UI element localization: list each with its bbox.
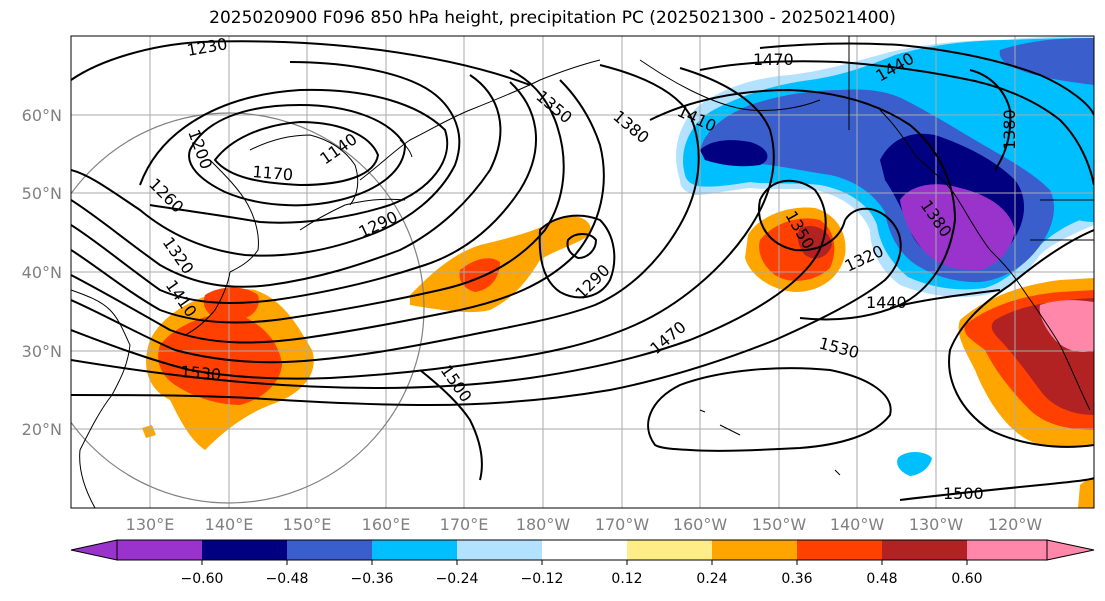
map-frame [70, 35, 1095, 509]
radius-circle [71, 112, 425, 504]
colorbar-segment [542, 540, 627, 560]
lat-label: 20°N [22, 420, 62, 439]
lon-label: 140°E [205, 515, 254, 534]
colorbar-ticks [201, 560, 968, 565]
colorbar-tick-label: 0.36 [781, 571, 812, 587]
colorbar-segment [287, 540, 372, 560]
contour-label: 1530 [180, 362, 222, 384]
lat-label: 50°N [22, 184, 62, 203]
colorbar-tick-label: −0.24 [436, 571, 479, 587]
lon-label: 130°W [909, 515, 964, 534]
colorbar-tick-label: 0.48 [866, 571, 897, 587]
colorbar-segment [882, 540, 967, 560]
precip-positive-dateline [410, 216, 591, 313]
colorbar-tick-label: 0.60 [951, 571, 982, 587]
lon-label: 160°W [673, 515, 728, 534]
colorbar-segment [372, 540, 457, 560]
map-title: 2025020900 F096 850 hPa height, precipit… [209, 8, 896, 28]
colorbar-segment [797, 540, 882, 560]
colorbar-segment [117, 540, 202, 560]
lon-label: 160°E [362, 515, 411, 534]
contour-label: 1170 [252, 162, 294, 184]
lat-label: 30°N [22, 342, 62, 361]
colorbar-segment [967, 540, 1047, 560]
contour-label: 1230 [185, 34, 228, 60]
lon-label: 130°E [126, 515, 175, 534]
lon-label: 140°W [830, 515, 885, 534]
lat-label: 40°N [22, 263, 62, 282]
lon-axis: 130°E 140°E 150°E 160°E 170°E 180°W 170°… [126, 515, 1043, 534]
map-plot-area: 1230 1200 1170 1140 1260 1320 1410 1290 … [71, 34, 1094, 508]
colorbar-segment [627, 540, 712, 560]
lat-axis: 60°N 50°N 40°N 30°N 20°N [22, 106, 62, 439]
precip-negative-alaska-pnw [676, 36, 1094, 297]
precip-positive-california [958, 278, 1094, 448]
colorbar-extend-low [70, 539, 118, 561]
contour-label: 1380 [1000, 109, 1019, 150]
colorbar-tick-label: −0.12 [521, 571, 564, 587]
colorbar-tick-label: −0.48 [266, 571, 309, 587]
contour-label: 1440 [866, 293, 907, 312]
colorbar-tick-label: 0.24 [696, 571, 727, 587]
colorbar-extend-high [1046, 539, 1095, 561]
colorbar: −0.60 −0.48 −0.36 −0.24 −0.12 0.12 0.24 … [70, 539, 1095, 587]
lon-label: 170°W [595, 515, 650, 534]
lat-label: 60°N [22, 106, 62, 125]
precip-positive-corner [1078, 478, 1094, 508]
height-contours [71, 40, 1094, 501]
contour-label: 1470 [753, 50, 794, 69]
lon-label: 150°W [752, 515, 807, 534]
colorbar-tick-label: −0.36 [351, 571, 394, 587]
colorbar-tick-label: 0.12 [611, 571, 642, 587]
lon-label: 120°W [988, 515, 1043, 534]
colorbar-tick-label: −0.60 [181, 571, 224, 587]
colorbar-segment [202, 540, 287, 560]
lon-label: 170°E [440, 515, 489, 534]
colorbar-outline [116, 539, 1048, 561]
precip-negative-hawaii-east [897, 452, 932, 476]
lon-label: 180°W [516, 515, 571, 534]
lon-label: 150°E [283, 515, 332, 534]
colorbar-segment [457, 540, 542, 560]
colorbar-segment [712, 540, 797, 560]
contour-label: 1500 [943, 484, 984, 503]
